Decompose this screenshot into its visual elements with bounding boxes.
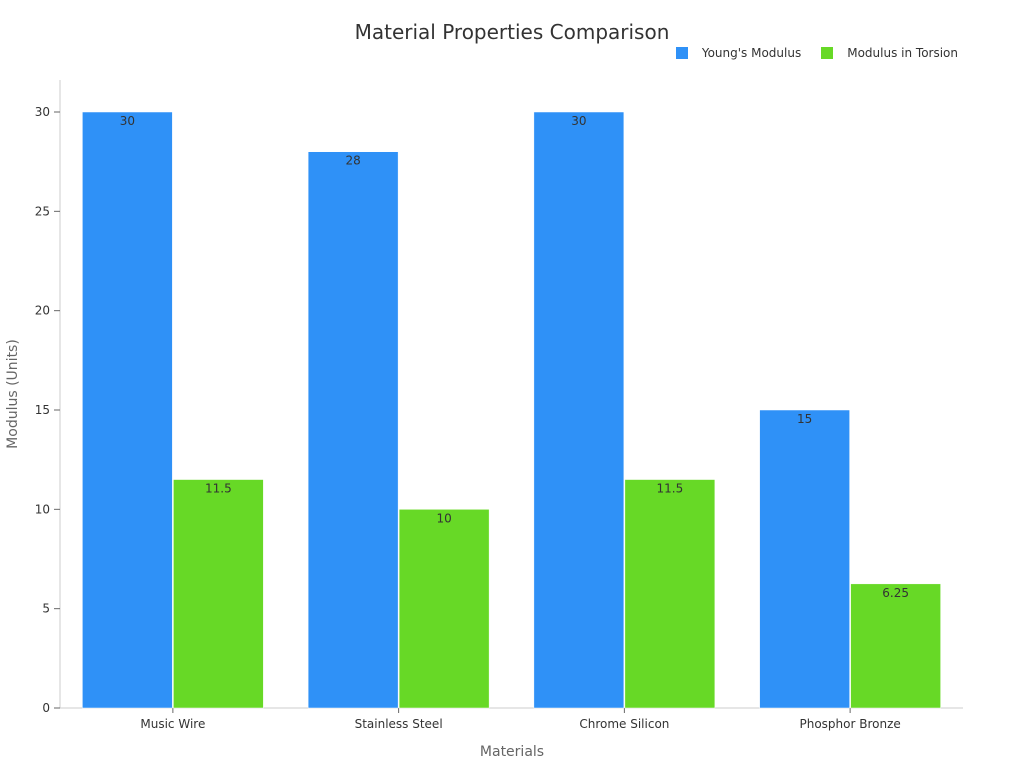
bar-modulus-in-torsion[interactable] [173, 479, 264, 709]
y-tick-label: 0 [42, 701, 50, 715]
bar-youngs-modulus[interactable] [759, 409, 850, 709]
y-tick-label: 25 [35, 204, 50, 218]
chart-title: Material Properties Comparison [354, 20, 670, 44]
y-tick-label: 10 [35, 502, 50, 516]
bar-modulus-in-torsion[interactable] [398, 509, 490, 709]
y-tick-label: 30 [35, 105, 50, 119]
data-label: 28 [345, 154, 360, 168]
x-tick-label: Phosphor Bronze [799, 717, 900, 731]
y-axis-title: Modulus (Units) [5, 339, 21, 449]
data-label: 30 [571, 114, 586, 128]
legend-item-modulus-in-torsion[interactable]: Modulus in Torsion [821, 46, 958, 60]
legend-swatch-modulus-in-torsion [821, 47, 834, 59]
legend-label-modulus-in-torsion: Modulus in Torsion [847, 46, 958, 60]
x-axis-title: Materials [480, 744, 544, 760]
legend-swatch-youngs-modulus [675, 47, 688, 59]
y-tick-label: 20 [35, 304, 50, 318]
data-label: 15 [797, 412, 812, 426]
legend: Young's Modulus Modulus in Torsion [675, 46, 958, 60]
bar-youngs-modulus[interactable] [307, 151, 399, 709]
data-label: 11.5 [657, 482, 684, 496]
bars [82, 111, 941, 709]
data-label: 11.5 [205, 482, 232, 496]
bar-modulus-in-torsion[interactable] [850, 583, 941, 709]
legend-label-youngs-modulus: Young's Modulus [701, 46, 802, 60]
legend-item-youngs-modulus[interactable]: Young's Modulus [675, 46, 802, 60]
x-tick-label: Chrome Silicon [579, 717, 669, 731]
bar-youngs-modulus[interactable] [533, 111, 625, 709]
data-label: 6.25 [882, 586, 909, 600]
x-tick-label: Music Wire [140, 717, 205, 731]
y-tick-label: 15 [35, 403, 50, 417]
data-labels: 30 11.5 28 10 30 11.5 15 6.25 [120, 114, 909, 600]
data-label: 30 [120, 114, 135, 128]
bar-modulus-in-torsion[interactable] [624, 479, 716, 709]
axes: 0 5 10 15 20 25 30 Music Wire Stainless Steel Chr… [35, 80, 963, 731]
y-tick-label: 5 [42, 602, 50, 616]
x-tick-label: Stainless Steel [355, 717, 443, 731]
data-label: 10 [436, 511, 451, 525]
bar-youngs-modulus[interactable] [82, 111, 173, 709]
